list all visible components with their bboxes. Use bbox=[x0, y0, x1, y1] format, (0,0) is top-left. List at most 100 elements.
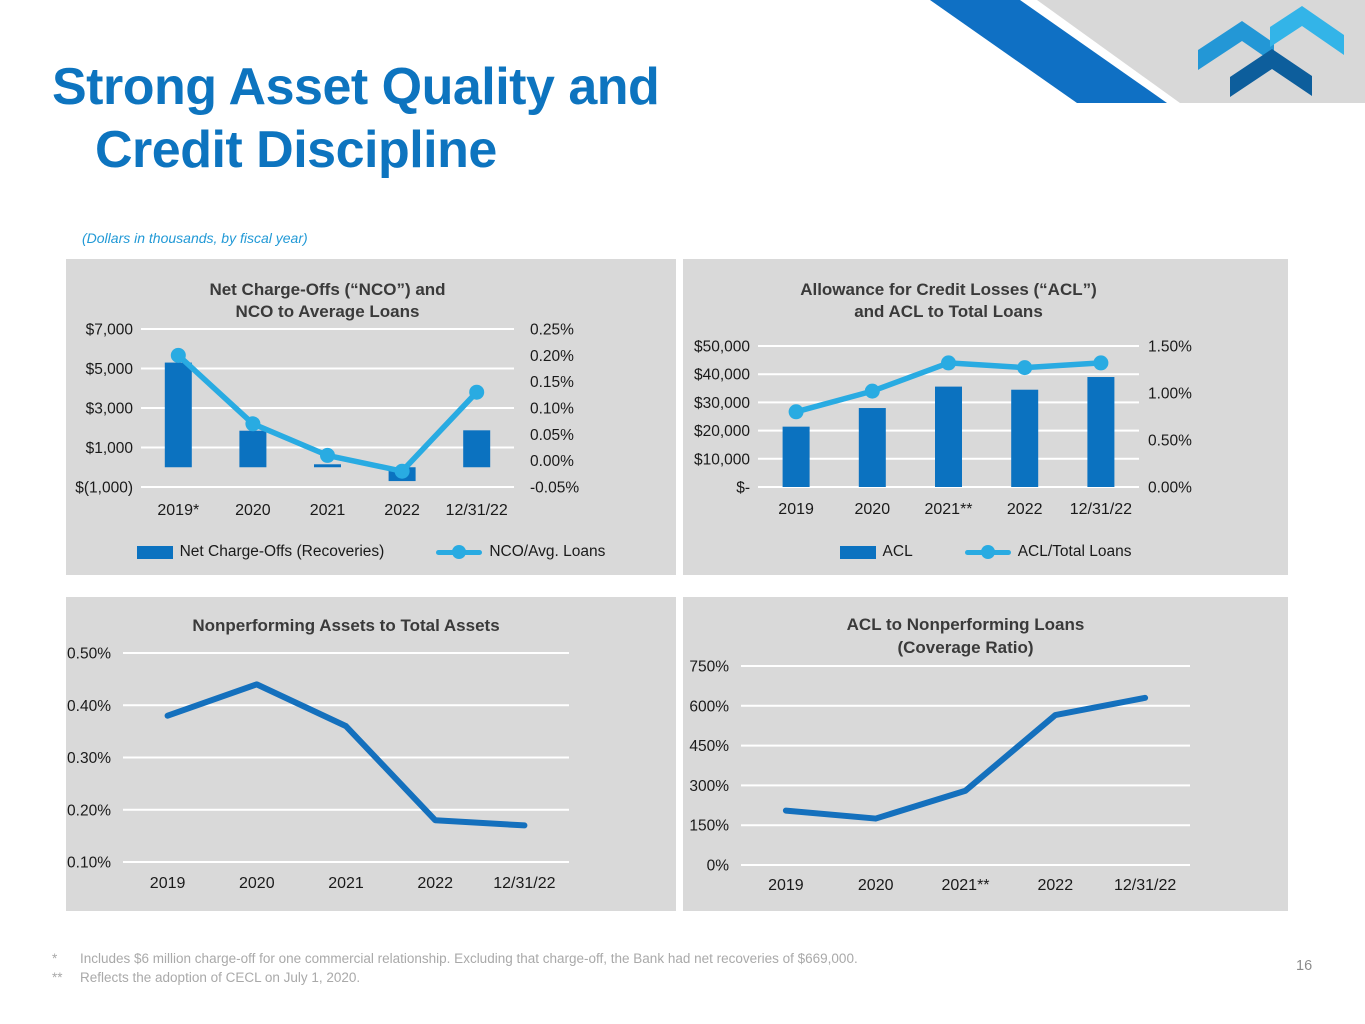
y-axis-tick-label: 450% bbox=[689, 738, 729, 755]
footnote-marker: ** bbox=[52, 970, 63, 985]
chart-title: NCO to Average Loans bbox=[236, 302, 420, 321]
legend-label: NCO/Avg. Loans bbox=[489, 543, 606, 560]
legend-marker-dot-icon bbox=[452, 545, 467, 559]
line-marker bbox=[469, 384, 485, 400]
line-marker bbox=[788, 404, 804, 420]
y-axis-tick-label: $50,000 bbox=[694, 339, 750, 356]
nco-chart: $7,000 $5,000 $3,000 $1,000 $(1,000) 0.25% 0.2… bbox=[75, 280, 579, 519]
npa-chart: 0.50% 0.40% 0.30% 0.20% 0.10% Nonperforming A… bbox=[67, 616, 569, 892]
y-axis-tick-label: 0.40% bbox=[67, 698, 111, 715]
line-marker bbox=[320, 447, 335, 463]
subtitle: (Dollars in thousands, by fiscal year) bbox=[82, 230, 308, 246]
legend-bar-swatch-icon bbox=[136, 545, 173, 559]
y-axis-tick-label: $(1,000) bbox=[75, 480, 133, 497]
legend-item: ACL/Total Loans bbox=[964, 543, 1132, 561]
bar bbox=[314, 464, 341, 468]
top-banner bbox=[930, 0, 1365, 103]
chart-title: (Coverage Ratio) bbox=[897, 638, 1033, 657]
y2-axis-tick-label: -0.05% bbox=[530, 480, 579, 497]
x-axis-category-label: 2019 bbox=[150, 875, 186, 892]
legend-item: NCO/Avg. Loans bbox=[436, 543, 605, 561]
x-axis-category-label: 12/31/22 bbox=[493, 875, 555, 892]
bar bbox=[782, 426, 810, 487]
y-axis-tick-label: $7,000 bbox=[86, 322, 134, 339]
x-axis-category-label: 12/31/22 bbox=[1070, 501, 1132, 518]
chart-title: and ACL to Total Loans bbox=[854, 302, 1043, 321]
y-axis-tick-label: 150% bbox=[689, 818, 729, 835]
y-axis-tick-label: 600% bbox=[689, 698, 729, 715]
y-axis-tick-label: 0.50% bbox=[67, 646, 111, 663]
y-axis-tick-label: 0.20% bbox=[67, 802, 111, 819]
x-axis-category-label: 2020 bbox=[858, 877, 894, 894]
logo-chevron-dark-icon bbox=[1230, 49, 1312, 97]
y-axis-tick-label: $5,000 bbox=[86, 361, 134, 378]
x-axis-category-label: 2021** bbox=[941, 877, 989, 894]
legend-item: ACL bbox=[839, 543, 913, 561]
line-series bbox=[782, 694, 1149, 822]
bar bbox=[935, 386, 962, 487]
logo-chevron-mid-icon bbox=[1198, 21, 1274, 70]
y-axis-tick-label: $20,000 bbox=[694, 423, 750, 440]
footnote-marker: * bbox=[52, 951, 58, 966]
x-axis-category-label: 2021** bbox=[924, 501, 972, 518]
footnote-row: ** Reflects the adoption of CECL on July… bbox=[52, 970, 858, 985]
x-axis-category-label: 2019 bbox=[768, 877, 804, 894]
acl-chart: $50,000 $40,000 $30,000 $20,000 $10,000 $- 1.5… bbox=[694, 280, 1192, 518]
bar bbox=[858, 408, 886, 487]
bar bbox=[1011, 389, 1039, 487]
legend-line-swatch-icon bbox=[964, 545, 1011, 559]
legend-label: Net Charge-Offs (Recoveries) bbox=[179, 543, 385, 560]
footnotes: * Includes $6 million charge-off for one… bbox=[52, 951, 858, 989]
line-marker bbox=[941, 355, 956, 371]
chart-title: ACL to Nonperforming Loans bbox=[847, 615, 1085, 634]
bar bbox=[164, 362, 192, 468]
y-axis-tick-label: 0% bbox=[707, 858, 730, 875]
line-marker bbox=[1093, 355, 1109, 371]
logo bbox=[1198, 6, 1344, 97]
x-axis-category-label: 2020 bbox=[855, 501, 891, 518]
x-axis-category-label: 2022 bbox=[1038, 877, 1074, 894]
x-axis-category-label: 2020 bbox=[235, 502, 271, 519]
y-axis-tick-label: $30,000 bbox=[694, 395, 750, 412]
legend-marker-dot-icon bbox=[980, 545, 995, 559]
x-axis-category-label: 2019* bbox=[157, 502, 199, 519]
footnote-row: * Includes $6 million charge-off for one… bbox=[52, 951, 858, 966]
page-number: 16 bbox=[1296, 958, 1313, 974]
page-title-line1: Strong Asset Quality and bbox=[52, 58, 660, 116]
chart-panel-acl: $50,000 $40,000 $30,000 $20,000 $10,000 $- 1.5… bbox=[683, 259, 1288, 575]
footnote-text: Reflects the adoption of CECL on July 1,… bbox=[80, 970, 361, 985]
page-title-line2: Credit Discipline bbox=[95, 121, 497, 179]
y-axis-tick-label: 750% bbox=[689, 659, 729, 676]
x-axis-category-label: 12/31/22 bbox=[1114, 877, 1176, 894]
y2-axis-tick-label: 0.25% bbox=[530, 322, 574, 339]
chart-panel-nco: $7,000 $5,000 $3,000 $1,000 $(1,000) 0.25% 0.2… bbox=[66, 259, 676, 575]
line-marker bbox=[170, 347, 186, 363]
footnote-text: Includes $6 million charge-off for one c… bbox=[80, 951, 858, 966]
y2-axis-tick-label: 1.50% bbox=[1148, 339, 1192, 356]
line-marker bbox=[864, 383, 880, 399]
page-title: Strong Asset Quality and Credit Disciplin… bbox=[52, 56, 660, 182]
y-axis-tick-label: $10,000 bbox=[694, 451, 750, 468]
x-axis-category-label: 2021 bbox=[328, 875, 364, 892]
y2-axis-tick-label: 1.00% bbox=[1148, 386, 1192, 403]
chart-title: Nonperforming Assets to Total Assets bbox=[192, 616, 499, 635]
line-marker bbox=[1017, 360, 1033, 376]
banner-stripe bbox=[930, 0, 1167, 103]
bar bbox=[239, 430, 267, 468]
nco-legend: Net Charge-Offs (Recoveries) NCO/Avg. Loa… bbox=[66, 531, 676, 573]
y2-axis-tick-label: 0.00% bbox=[530, 453, 574, 470]
chart-panel-npa: 0.50% 0.40% 0.30% 0.20% 0.10% Nonperforming A… bbox=[66, 597, 676, 911]
legend-item: Net Charge-Offs (Recoveries) bbox=[136, 543, 385, 561]
legend-label: ACL/Total Loans bbox=[1017, 543, 1132, 560]
y2-axis-tick-label: 0.15% bbox=[530, 374, 574, 391]
coverage-chart: 750% 600% 450% 300% 150% 0% ACL to Nonperformi… bbox=[689, 615, 1190, 894]
acl-legend: ACL ACL/Total Loans bbox=[683, 531, 1288, 573]
y2-axis-tick-label: 0.50% bbox=[1148, 433, 1192, 450]
y2-axis-tick-label: 0.20% bbox=[530, 348, 574, 365]
legend-bar-swatch-icon bbox=[839, 545, 876, 559]
y-axis-tick-label: 0.30% bbox=[67, 750, 111, 767]
y-axis-tick-label: $- bbox=[736, 480, 750, 497]
line-marker bbox=[245, 416, 261, 432]
bar bbox=[463, 430, 491, 468]
x-axis-category-label: 2022 bbox=[384, 502, 420, 519]
